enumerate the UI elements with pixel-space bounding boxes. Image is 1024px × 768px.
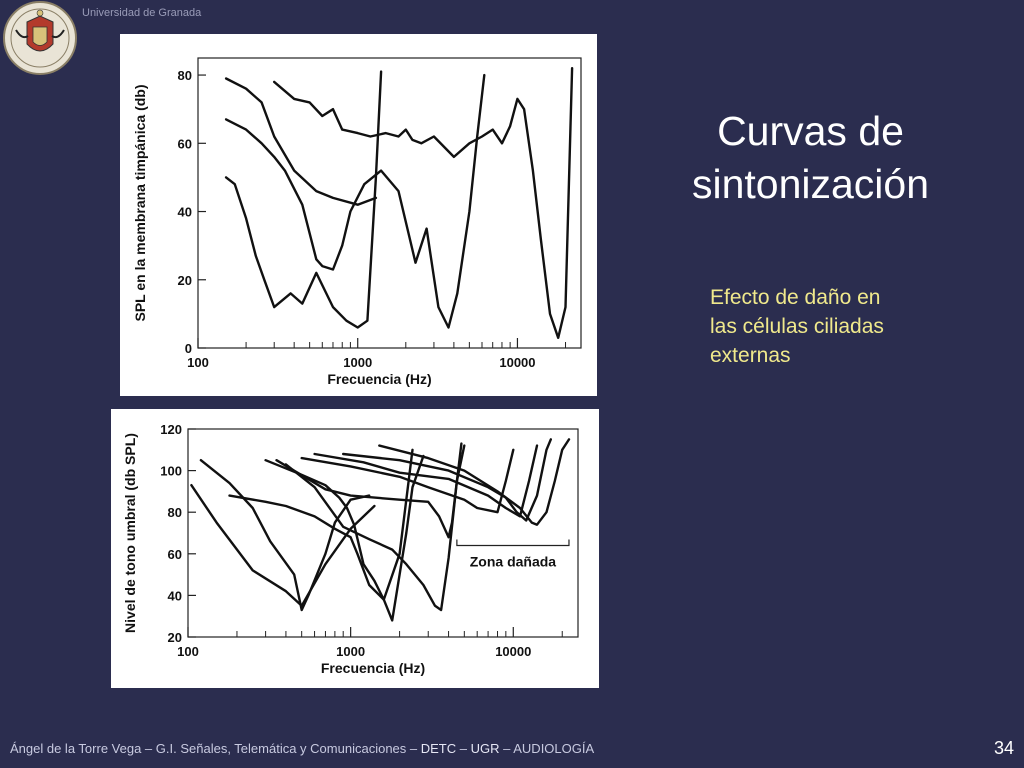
slide-title-line2: sintonización — [691, 161, 930, 207]
bottom-chart-y-axis-label: Nivel de tono umbral (db SPL) — [122, 433, 138, 633]
top-chart-series-line-3 — [224, 77, 378, 206]
tuning-curves-chart: 100 1000 10000 0 20 40 60 80 Frecuencia (Hz) SPL … — [120, 34, 597, 396]
top-chart-x-tick-label: 10000 — [499, 355, 535, 370]
bottom-chart-y-tick-label: 100 — [160, 464, 182, 479]
bottom-chart-x-tick-label: 1000 — [336, 644, 365, 659]
bottom-chart-annotation-label: Zona dañada — [470, 553, 557, 569]
bottom-chart-y-tick-label: 80 — [168, 505, 182, 520]
university-seal-icon — [2, 0, 78, 76]
bottom-chart-y-tick-label: 60 — [168, 547, 182, 562]
bottom-chart-series-line-8 — [313, 444, 539, 518]
bottom-chart-x-tick-label: 10000 — [495, 644, 531, 659]
slide-title: Curvas de sintonización — [648, 105, 973, 211]
bottom-chart-series-line-10 — [378, 438, 571, 526]
top-chart-series-line-1 — [224, 70, 383, 329]
bottom-chart-series-line-7 — [300, 448, 515, 514]
bottom-chart-series-line-6 — [284, 444, 466, 612]
bottom-chart-y-tick-label: 120 — [160, 422, 182, 437]
slide-note-line3: externas — [710, 344, 791, 367]
top-chart-y-tick-label: 80 — [178, 68, 192, 83]
footer-separator: – — [406, 741, 421, 756]
tuning-curves-svg: 100 1000 10000 0 20 40 60 80 Frecuencia (Hz) SPL … — [132, 57, 582, 387]
bottom-chart-annotation-bracket — [456, 539, 570, 547]
slide-title-line1: Curvas de — [717, 108, 904, 154]
footer-subject: AUDIOLOGÍA — [513, 741, 595, 756]
top-chart-y-tick-label: 20 — [178, 273, 192, 288]
footer-org: UGR — [470, 741, 500, 756]
slide-note-line2: las células ciliadas — [710, 315, 884, 338]
top-chart-x-tick-label: 100 — [187, 355, 209, 370]
top-chart-x-tick-label: 1000 — [343, 355, 372, 370]
footer-course: G.I. Señales, Telemática y Comunicacione… — [155, 741, 407, 756]
top-chart-y-tick-label: 60 — [178, 136, 192, 151]
threshold-curves-chart: 100 1000 10000 20 40 60 80 100 120 Frecuencia (Hz… — [111, 409, 599, 688]
top-chart-y-axis-label: SPL en la membrana timpánica (db) — [132, 84, 148, 321]
bottom-chart-series-line-9 — [342, 438, 552, 522]
footer-separator: – — [499, 741, 514, 756]
bottom-chart-y-tick-label: 40 — [168, 588, 182, 603]
top-chart-axis-frame — [197, 57, 582, 349]
bottom-chart-x-tick-label: 100 — [177, 644, 199, 659]
bottom-chart-y-tick-label: 20 — [168, 630, 182, 645]
top-chart-y-tick-label: 40 — [178, 205, 192, 220]
top-chart-x-axis-label: Frecuencia (Hz) — [327, 371, 431, 387]
top-chart-series-line-4 — [273, 67, 574, 339]
page-number: 34 — [993, 738, 1014, 758]
footer-author: Ángel de la Torre Vega — [10, 741, 142, 756]
slide-note: Efecto de daño en las células ciliadas e… — [710, 283, 940, 370]
bottom-chart-x-axis-label: Frecuencia (Hz) — [321, 660, 425, 676]
footer-dept: DETC — [420, 741, 457, 756]
bottom-chart-series-line-3 — [228, 448, 414, 601]
footer-separator: – — [141, 741, 156, 756]
bottom-chart-series-line-2 — [199, 459, 371, 612]
bottom-chart-axis-frame — [187, 428, 579, 638]
bottom-chart-series-line-4 — [264, 454, 425, 622]
top-chart-y-tick-label: 0 — [185, 341, 192, 356]
threshold-curves-svg: 100 1000 10000 20 40 60 80 100 120 Frecuencia (Hz… — [122, 422, 579, 676]
footer-separator: – — [456, 741, 471, 756]
top-chart-series-line-2 — [224, 73, 486, 329]
slide-note-line1: Efecto de daño en — [710, 286, 881, 309]
footer: Ángel de la Torre Vega – G.I. Señales, T… — [10, 741, 594, 756]
university-name: Universidad de Granada — [82, 7, 202, 19]
